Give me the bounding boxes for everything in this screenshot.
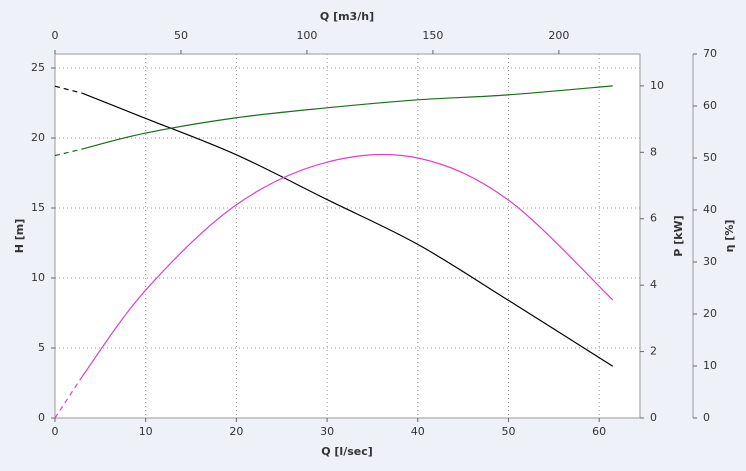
y3-tick-label: 40: [703, 203, 717, 216]
y2-tick-label: 0: [650, 411, 657, 424]
y2-axis-label: P [kW]: [672, 215, 685, 256]
y-tick-label: 0: [38, 411, 45, 424]
y-tick-label: 5: [38, 341, 45, 354]
x-tick-label: 60: [592, 425, 606, 438]
x2-tick-label: 50: [174, 29, 188, 42]
y-tick-label: 25: [31, 61, 45, 74]
x2-tick-label: 150: [422, 29, 443, 42]
y2-tick-label: 10: [650, 79, 664, 92]
x-tick-label: 30: [320, 425, 334, 438]
plot-area: [54, 53, 641, 419]
y-tick-label: 15: [31, 201, 45, 214]
y3-axis-label: η [%]: [723, 220, 736, 253]
series-line: [82, 85, 613, 150]
x2-tick-label: 100: [296, 29, 317, 42]
y3-tick-label: 30: [703, 255, 717, 268]
x-axis-label: Q [l/sec]: [321, 445, 373, 458]
x2-axis-label: Q [m3/h]: [320, 10, 374, 23]
y-tick-label: 20: [31, 131, 45, 144]
x2-tick-label: 0: [52, 29, 59, 42]
y2-tick-label: 8: [650, 145, 657, 158]
x2-tick-label: 200: [548, 29, 569, 42]
y3-tick-label: 10: [703, 359, 717, 372]
y3-tick-label: 70: [703, 47, 717, 60]
x-tick-label: 40: [411, 425, 425, 438]
y-tick-label: 10: [31, 271, 45, 284]
series-line: [81, 92, 614, 367]
y2-tick-label: 6: [650, 212, 657, 225]
series-line: [54, 376, 83, 419]
y-axis-label: H [m]: [13, 219, 26, 254]
series-line: [54, 85, 83, 94]
x-tick-label: 10: [139, 425, 153, 438]
y3-tick-label: 50: [703, 151, 717, 164]
y3-tick-label: 0: [703, 411, 710, 424]
x-tick-label: 0: [52, 425, 59, 438]
series-line: [54, 148, 83, 157]
y2-tick-label: 4: [650, 278, 657, 291]
x-tick-label: 20: [229, 425, 243, 438]
x-tick-label: 50: [501, 425, 515, 438]
y3-tick-label: 20: [703, 307, 717, 320]
y2-tick-label: 2: [650, 345, 657, 358]
series-line: [81, 153, 614, 377]
y3-tick-label: 60: [703, 99, 717, 112]
